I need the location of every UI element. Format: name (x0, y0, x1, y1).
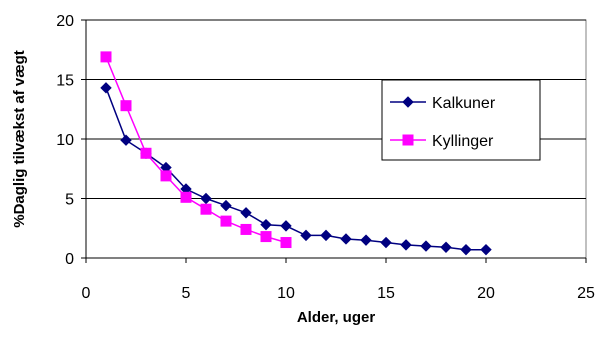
data-point-kalkuner-10 (280, 220, 292, 232)
tick-labels: 0 5 10 15 20 0 5 10 15 20 25 (56, 13, 595, 302)
legend-label-kalkuner: Kalkuner (432, 95, 496, 112)
data-point-kalkuner-17 (420, 240, 432, 252)
data-point-kalkuner-12 (320, 229, 332, 242)
legend-box (381, 79, 541, 161)
data-point-kyllinger-9 (260, 231, 272, 243)
data-point-kalkuner-9 (260, 218, 272, 231)
series-layer (100, 51, 492, 256)
data-point-kalkuner-13 (340, 233, 352, 245)
data-point-kalkuner-16 (400, 239, 412, 251)
y-tick-label-5: 5 (65, 192, 74, 209)
x-tick-label-25: 25 (577, 285, 595, 302)
data-point-kyllinger-4 (160, 170, 172, 182)
legend-marker-kyllinger (402, 134, 414, 146)
data-point-kyllinger-6 (200, 203, 212, 215)
x-tick-label-0: 0 (82, 285, 91, 302)
x-tick-label-20: 20 (477, 285, 495, 302)
data-point-kyllinger-3 (140, 147, 152, 159)
y-tick-label-10: 10 (56, 132, 74, 149)
x-tick-label-5: 5 (182, 285, 191, 302)
series-line-kyllinger (105, 56, 287, 244)
data-point-kalkuner-14 (360, 234, 372, 246)
data-point-kalkuner-2 (120, 134, 132, 146)
data-point-kalkuner-1 (100, 82, 112, 94)
data-point-kyllinger-2 (120, 100, 132, 112)
data-point-kalkuner-7 (220, 199, 232, 212)
y-tick-label-20: 20 (56, 13, 74, 30)
data-point-kyllinger-1 (100, 51, 112, 63)
data-point-kalkuner-8 (240, 207, 252, 219)
data-point-kyllinger-10 (280, 237, 292, 249)
axes (81, 19, 587, 263)
y-tick-label-15: 15 (56, 73, 74, 90)
data-point-kyllinger-5 (180, 191, 192, 203)
legend: Kalkuner Kyllinger (381, 79, 541, 161)
data-point-kyllinger-7 (220, 215, 232, 227)
x-tick-label-10: 10 (277, 285, 295, 302)
y-axis-title: %Daglig tilvækst af vægt (11, 50, 28, 228)
data-point-kalkuner-15 (380, 236, 392, 249)
data-point-kyllinger-8 (240, 223, 252, 235)
y-tick-label-0: 0 (65, 251, 74, 268)
data-point-kalkuner-18 (440, 241, 452, 253)
data-point-kalkuner-19 (460, 243, 472, 256)
series-kyllinger (100, 51, 292, 249)
data-point-kalkuner-20 (480, 243, 492, 256)
legend-marker-kalkuner (402, 96, 414, 108)
data-point-kalkuner-11 (300, 229, 312, 242)
x-axis-title: Alder, uger (297, 309, 376, 326)
x-tick-label-15: 15 (377, 285, 395, 302)
legend-label-kyllinger: Kyllinger (432, 133, 494, 150)
data-point-kalkuner-6 (200, 192, 212, 205)
